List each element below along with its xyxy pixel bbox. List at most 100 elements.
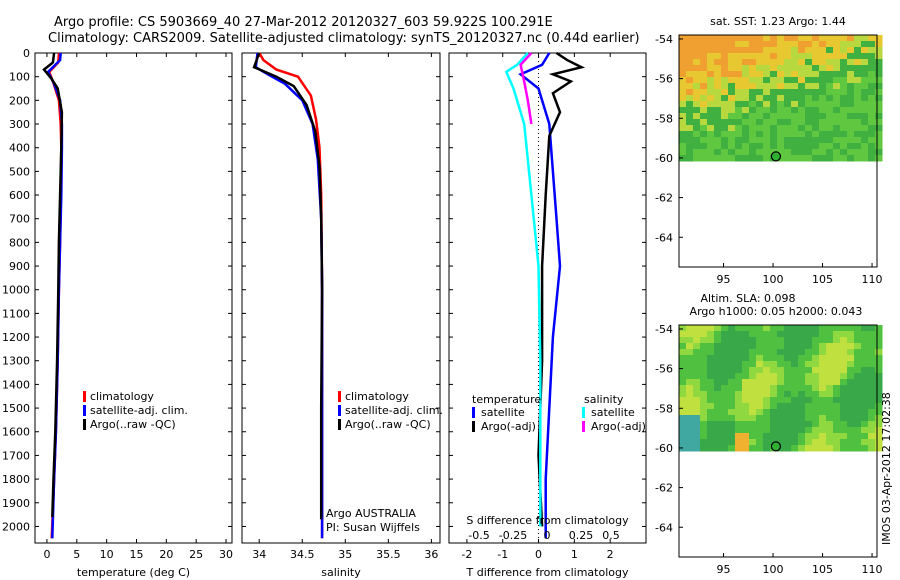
map-cell [735, 391, 743, 398]
map-cell [693, 95, 701, 102]
map-cell [700, 53, 708, 60]
map-cell [833, 409, 841, 416]
map-cell [812, 95, 820, 102]
map-cell [805, 427, 813, 434]
map-cell [693, 325, 701, 332]
map-cell [861, 337, 869, 344]
map-cell [784, 409, 792, 416]
map-cell [777, 433, 785, 440]
map-cell [714, 331, 722, 338]
map-cell [819, 83, 827, 90]
map-cell [805, 41, 813, 48]
x-tick-label: 2 [607, 548, 614, 561]
map-cell [693, 101, 701, 108]
map-cell [868, 349, 876, 356]
map-cell [693, 385, 701, 392]
map-cell [819, 397, 827, 404]
map-cell [847, 403, 855, 410]
map-cell [812, 361, 820, 368]
map-cell [798, 367, 806, 374]
map-cell [798, 131, 806, 138]
map-cell [756, 361, 764, 368]
map-cell [875, 47, 883, 54]
map-cell [840, 59, 848, 66]
map-cell [693, 71, 701, 78]
map-cell [756, 83, 764, 90]
map-cell [847, 71, 855, 78]
map-cell [875, 391, 883, 398]
map-cell [854, 331, 862, 338]
map-cell [826, 427, 834, 434]
map-cell [756, 149, 764, 156]
map-cell [763, 361, 771, 368]
map-cell [875, 35, 883, 42]
map-cell [777, 107, 785, 114]
map-cell [791, 397, 799, 404]
map-cell [770, 89, 778, 96]
map-cell [840, 397, 848, 404]
map-cell [847, 119, 855, 126]
map-cell [686, 433, 694, 440]
map-cell [763, 41, 771, 48]
map-cell [756, 349, 764, 356]
map-cell [693, 131, 701, 138]
map-cell [735, 35, 743, 42]
map-cell [707, 149, 715, 156]
map-cell [693, 421, 701, 428]
map-cell [742, 41, 750, 48]
map-cell [861, 433, 869, 440]
y-tick-label: 600 [9, 189, 30, 202]
map-cell [791, 391, 799, 398]
map-cell [756, 403, 764, 410]
map-cell [875, 433, 883, 440]
map-cell [798, 83, 806, 90]
map-cell [735, 53, 743, 60]
map-cell [784, 47, 792, 54]
map-cell [770, 367, 778, 374]
header-line-2: Climatology: CARS2009. Satellite-adjuste… [48, 31, 640, 46]
map-y-tick-label: -60 [655, 152, 673, 165]
map-cell [784, 149, 792, 156]
map-cell [707, 89, 715, 96]
map-cell [854, 349, 862, 356]
map-cell [714, 355, 722, 362]
map-cell [728, 343, 736, 350]
map-cell [686, 83, 694, 90]
map-cell [875, 71, 883, 78]
map-cell [875, 361, 883, 368]
map-cell [728, 379, 736, 386]
map-cell [847, 143, 855, 150]
map-cell [707, 35, 715, 42]
map-y-tick-label: -62 [655, 482, 673, 495]
map-cell [847, 439, 855, 446]
map-cell [707, 403, 715, 410]
map-cell [763, 415, 771, 422]
map-cell [840, 155, 848, 162]
map-cell [833, 71, 841, 78]
map-cell [833, 113, 841, 120]
map-cell [826, 343, 834, 350]
map-cell [812, 71, 820, 78]
map-cell [805, 149, 813, 156]
map-cell [714, 385, 722, 392]
map-cell [791, 125, 799, 132]
map-cell [679, 107, 687, 114]
map-cell [854, 361, 862, 368]
map-cell [721, 325, 729, 332]
map-cell [735, 355, 743, 362]
map-cell [700, 107, 708, 114]
map-cell [861, 59, 869, 66]
map-cell [854, 143, 862, 150]
map-cell [679, 125, 687, 132]
map-cell [847, 131, 855, 138]
map-cell [812, 101, 820, 108]
map-cell [819, 439, 827, 446]
map-cell [847, 385, 855, 392]
map-cell [875, 95, 883, 102]
map-cell [791, 83, 799, 90]
map-cell [763, 101, 771, 108]
map-cell [812, 149, 820, 156]
map-cell [679, 53, 687, 60]
map-cell [686, 125, 694, 132]
map-cell [798, 113, 806, 120]
